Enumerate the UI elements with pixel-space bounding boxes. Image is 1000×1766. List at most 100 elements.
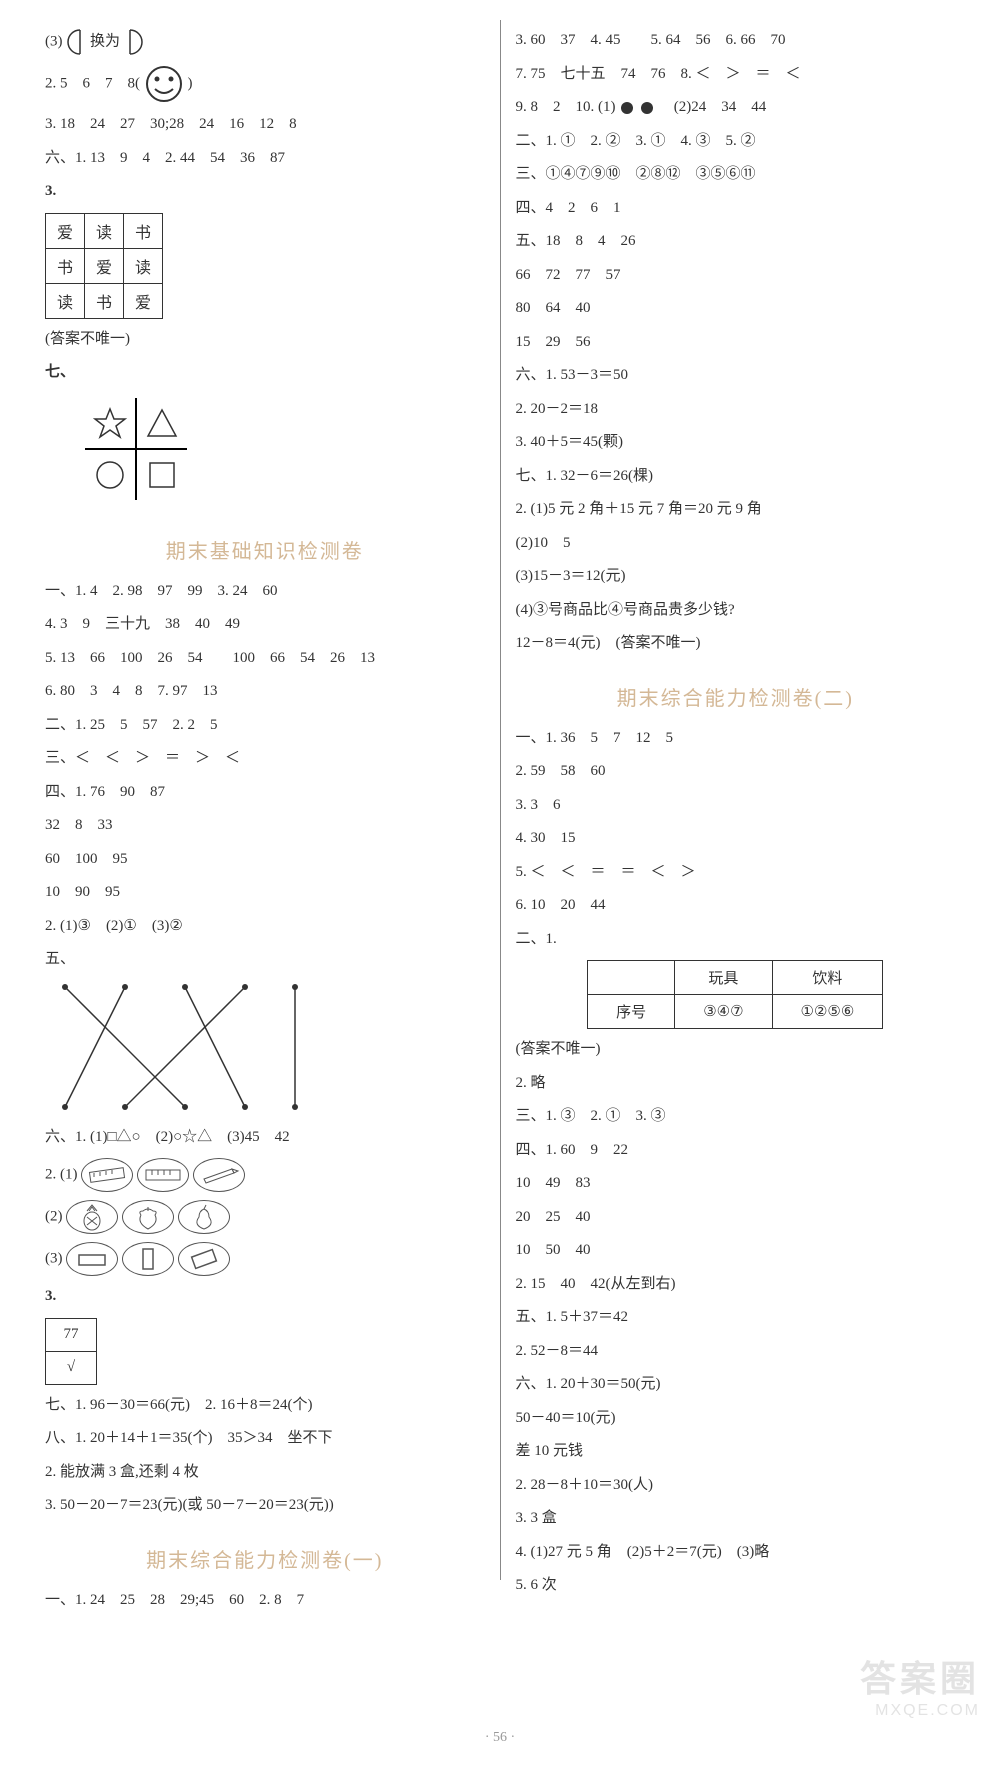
watermark: 答案圈 MXQE.COM: [860, 1650, 980, 1720]
line: (答案不唯一): [516, 1037, 956, 1063]
line: (4)③号商品比④号商品贵多少钱?: [516, 598, 956, 624]
text: 2. 5 6 7 8(: [45, 75, 140, 91]
line: 差 10 元钱: [516, 1439, 956, 1465]
line: 50－40＝10(元): [516, 1406, 956, 1432]
oval-icon: [66, 1200, 118, 1234]
line: 2. 20－2＝18: [516, 397, 956, 423]
square-icon: [145, 458, 179, 492]
cell: 77: [46, 1318, 97, 1351]
oval-icon: [122, 1200, 174, 1234]
oval-icon: [81, 1158, 133, 1192]
cell: 玩具: [675, 961, 772, 995]
text: (2): [45, 1208, 63, 1224]
box-table: 77 √: [45, 1318, 97, 1385]
ruler2-icon: [138, 1159, 188, 1191]
oval-icon: [178, 1200, 230, 1234]
line: 五、1. 5＋37＝42: [516, 1305, 956, 1331]
cell: 读: [46, 283, 85, 318]
line: 六、1. 20＋30＝50(元): [516, 1372, 956, 1398]
line: (3): [45, 1242, 485, 1276]
line: 一、1. 24 25 28 29;45 60 2. 8 7: [45, 1588, 485, 1614]
rect-tilt-icon: [179, 1243, 229, 1275]
page-number: · 56 ·: [0, 1730, 1000, 1766]
line: 五、: [45, 947, 485, 1117]
oval-icon: [193, 1158, 245, 1192]
line: 2. 略: [516, 1071, 956, 1097]
cell: [588, 961, 675, 995]
right-column: 3. 60 37 4. 45 5. 64 56 6. 66 70 7. 75 七…: [501, 20, 971, 1680]
line: 2. (1): [45, 1158, 485, 1192]
line: 7. 75 七十五 74 76 8. ＜ ＞ ＝ ＜: [516, 62, 956, 88]
line: 3.: [45, 179, 485, 205]
line: 6. 80 3 4 8 7. 97 13: [45, 679, 485, 705]
line: 5. 6 次: [516, 1573, 956, 1599]
line: 10 90 95: [45, 880, 485, 906]
line: 5. 13 66 100 26 54 100 66 54 26 13: [45, 646, 485, 672]
line: 3. 3 6: [516, 793, 956, 819]
line: 七、: [45, 360, 485, 386]
line: 3. 18 24 27 30;28 24 16 12 8: [45, 112, 485, 138]
line: 七、1. 32－6＝26(棵): [516, 464, 956, 490]
watermark-cn: 答案圈: [860, 1650, 980, 1702]
line: 4. 3 9 三十九 38 40 49: [45, 612, 485, 638]
line: 60 100 95: [45, 847, 485, 873]
line: 四、1. 60 9 22: [516, 1138, 956, 1164]
line: 15 29 56: [516, 330, 956, 356]
cell: 爱: [46, 213, 85, 248]
circle-icon: [93, 458, 127, 492]
line: 12－8＝4(元) (答案不唯一): [516, 631, 956, 657]
page: (3) 换为 2. 5 6 7 8( ) 3. 18 24 27 30;28 2…: [0, 0, 1000, 1730]
line: 二、1.: [516, 927, 956, 953]
line: 3. 40＋5＝45(颗): [516, 430, 956, 456]
line: 2. 59 58 60: [516, 759, 956, 785]
oval-icon: [178, 1242, 230, 1276]
section-title: 期末综合能力检测卷(一): [45, 1544, 485, 1573]
smiley-icon: [144, 64, 184, 104]
left-column: (3) 换为 2. 5 6 7 8( ) 3. 18 24 27 30;28 2…: [30, 20, 500, 1680]
char-table: 爱读书 书爱读 读书爱: [45, 213, 163, 319]
line: (2)10 5: [516, 531, 956, 557]
half-circle-left-icon: [66, 28, 86, 56]
cell: 饮料: [772, 961, 883, 995]
line: 四、4 2 6 1: [516, 196, 956, 222]
cell: 读: [124, 248, 163, 283]
line: 六、1. 13 9 4 2. 44 54 36 87: [45, 146, 485, 172]
text: (2)24 34 44: [659, 99, 767, 115]
cell: 读: [85, 213, 124, 248]
line: 3. 60 37 4. 45 5. 64 56 6. 66 70: [516, 28, 956, 54]
text: 五、: [45, 951, 75, 967]
line: 80 64 40: [516, 296, 956, 322]
line: 六、1. (1)□△○ (2)○☆△ (3)45 42: [45, 1125, 485, 1151]
line: (3)15－3＝12(元): [516, 564, 956, 590]
cell: 书: [85, 283, 124, 318]
grid-cell: [137, 398, 187, 450]
section-title: 期末综合能力检测卷(二): [516, 682, 956, 711]
line: 2. 能放满 3 盒,还剩 4 枚: [45, 1460, 485, 1486]
line: 3.: [45, 1284, 485, 1310]
line: 3. 50－20－7＝23(元)(或 50－7－20＝23(元)): [45, 1493, 485, 1519]
oval-icon: [137, 1158, 189, 1192]
rect-horiz-icon: [67, 1243, 117, 1275]
rect-vert-icon: [123, 1243, 173, 1275]
shape-grid: [85, 398, 187, 500]
line: 四、1. 76 90 87: [45, 780, 485, 806]
triangle-icon: [145, 406, 179, 440]
line: 10 50 40: [516, 1238, 956, 1264]
pear-icon: [179, 1201, 229, 1233]
pineapple-icon: [67, 1201, 117, 1233]
cell: ③④⑦: [675, 995, 772, 1029]
apple-icon: [123, 1201, 173, 1233]
cell: 书: [46, 248, 85, 283]
cell: √: [46, 1351, 97, 1384]
line: 六、1. 53－3＝50: [516, 363, 956, 389]
text: (3): [45, 1250, 63, 1266]
line: 3. 3 盒: [516, 1506, 956, 1532]
line: 二、1. 25 5 57 2. 2 5: [45, 713, 485, 739]
line: 八、1. 20＋14＋1＝35(个) 35＞34 坐不下: [45, 1426, 485, 1452]
oval-icon: [122, 1242, 174, 1276]
text: 9. 8 2 10. (1): [516, 99, 616, 115]
toy-table: 玩具 饮料 序号 ③④⑦ ①②⑤⑥: [587, 960, 883, 1029]
watermark-en: MXQE.COM: [860, 1702, 980, 1720]
line: 20 25 40: [516, 1205, 956, 1231]
grid-cell: [85, 450, 137, 500]
